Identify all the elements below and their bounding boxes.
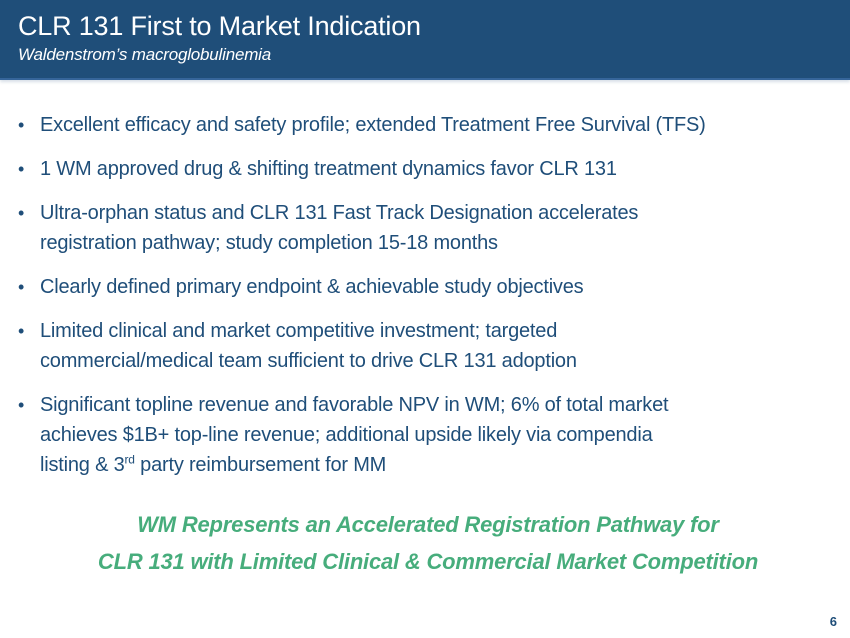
bullet-item: • Significant topline revenue and favora… xyxy=(14,390,842,480)
bullet-line: achieves $1B+ top-line revenue; addition… xyxy=(40,424,653,446)
bullet-text: 1 WM approved drug & shifting treatment … xyxy=(40,154,842,184)
key-message-line: WM Represents an Accelerated Registratio… xyxy=(137,512,719,537)
bullet-line-segment: party reimbursement for MM xyxy=(134,454,387,476)
bullet-item: • 1 WM approved drug & shifting treatmen… xyxy=(14,154,842,184)
bullet-text: Significant topline revenue and favorabl… xyxy=(40,390,842,480)
bullet-marker: • xyxy=(18,321,25,341)
bullet-line-segment: listing & 3 xyxy=(40,454,125,476)
slide-subtitle: Waldenstrom’s macroglobulinemia xyxy=(18,45,272,64)
bullet-marker: • xyxy=(18,277,25,297)
bullet-item: • Ultra-orphan status and CLR 131 Fast T… xyxy=(14,198,842,258)
slide-body: • Excellent efficacy and safety profile;… xyxy=(0,80,850,580)
bullet-line: Excellent efficacy and safety profile; e… xyxy=(40,114,706,136)
slide-title: CLR 131 First to Market Indication xyxy=(18,11,421,41)
key-message-line: CLR 131 with Limited Clinical & Commerci… xyxy=(97,549,759,574)
bullet-line: Significant topline revenue and favorabl… xyxy=(40,394,669,416)
ordinal-superscript: rd xyxy=(124,452,135,467)
bullet-marker: • xyxy=(18,115,25,135)
bullet-line: commercial/medical team sufficient to dr… xyxy=(40,350,577,372)
bullet-marker: • xyxy=(18,203,25,223)
bullet-line: Ultra-orphan status and CLR 131 Fast Tra… xyxy=(40,202,639,224)
slide-header: CLR 131 First to Market Indication Walde… xyxy=(0,0,850,80)
bullet-item: • Clearly defined primary endpoint & ach… xyxy=(14,272,842,302)
bullet-line: registration pathway; study completion 1… xyxy=(40,232,498,254)
bullet-marker: • xyxy=(18,159,25,179)
bullet-marker: • xyxy=(18,395,25,415)
bullet-text: Ultra-orphan status and CLR 131 Fast Tra… xyxy=(40,198,842,258)
bullet-text: Limited clinical and market competitive … xyxy=(40,316,842,376)
bullet-text: Clearly defined primary endpoint & achie… xyxy=(40,272,842,302)
bullet-line: Clearly defined primary endpoint & achie… xyxy=(40,276,584,298)
bullet-line: listing & 3rd party reimbursement for MM xyxy=(40,450,842,480)
bullet-item: • Limited clinical and market competitiv… xyxy=(14,316,842,376)
key-message: WM Represents an Accelerated Registratio… xyxy=(14,506,842,580)
page-number: 6 xyxy=(829,614,837,629)
bullet-line: Limited clinical and market competitive … xyxy=(40,320,558,342)
bullet-text: Excellent efficacy and safety profile; e… xyxy=(40,110,842,140)
bullet-line: 1 WM approved drug & shifting treatment … xyxy=(40,158,617,180)
bullet-item: • Excellent efficacy and safety profile;… xyxy=(14,110,842,140)
